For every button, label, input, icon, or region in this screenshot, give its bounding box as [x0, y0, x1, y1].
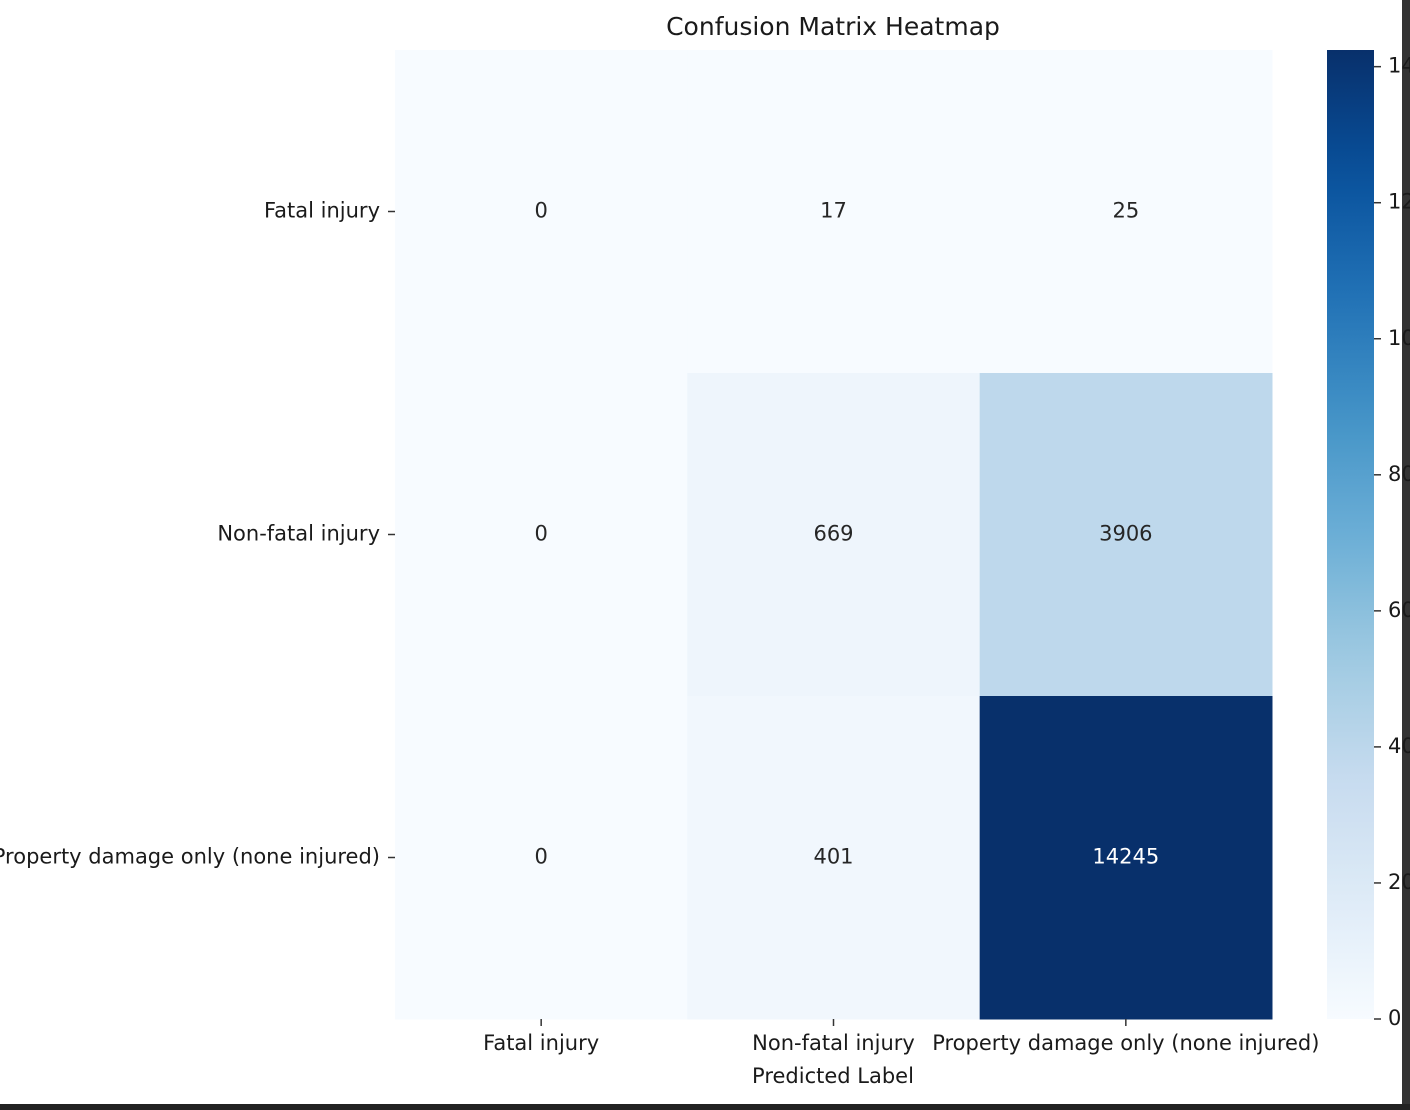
chart-title: Confusion Matrix Heatmap: [666, 12, 1000, 41]
colorbar-tick-label: 12000: [1388, 190, 1410, 214]
cell-label: 25: [1112, 199, 1139, 223]
x-tick-label: Property damage only (none injured): [932, 1031, 1319, 1055]
cell-label: 401: [813, 845, 853, 869]
colorbar-tick-label: 0: [1388, 1006, 1401, 1030]
cell-label: 0: [534, 522, 547, 546]
heatmap-cell: [395, 50, 688, 374]
window-edge: [0, 1104, 1410, 1110]
x-axis-title: Predicted Label: [752, 1064, 914, 1088]
y-tick-label: Property damage only (none injured): [0, 845, 380, 869]
cell-label: 0: [534, 845, 547, 869]
colorbar-tick-label: 10000: [1388, 326, 1410, 350]
y-tick-label: Non-fatal injury: [217, 522, 380, 546]
cell-label: 0: [534, 199, 547, 223]
heatmap-cell: [687, 50, 981, 374]
cell-label: 3906: [1099, 522, 1152, 546]
heatmap-cell: [395, 696, 688, 1020]
heatmap-cell: [395, 373, 688, 697]
x-tick-label: Non-fatal injury: [752, 1031, 915, 1055]
colorbar: [1327, 50, 1374, 1019]
cell-label: 14245: [1092, 845, 1159, 869]
heatmap-cell: [979, 696, 1273, 1020]
window-edge: [1402, 0, 1410, 1104]
colorbar-tick-label: 8000: [1388, 462, 1410, 486]
heatmap-cell: [687, 696, 981, 1020]
heatmap-cell: [687, 373, 981, 697]
colorbar-tick-label: 14000: [1388, 54, 1410, 78]
heatmap-cell: [979, 373, 1273, 697]
heatmap-cell: [979, 50, 1273, 374]
cell-label: 669: [813, 522, 853, 546]
colorbar-tick-label: 2000: [1388, 870, 1410, 894]
x-tick-label: Fatal injury: [483, 1031, 599, 1055]
colorbar-tick-label: 6000: [1388, 598, 1410, 622]
y-tick-label: Fatal injury: [264, 199, 380, 223]
colorbar-tick-label: 4000: [1388, 734, 1410, 758]
cell-label: 17: [820, 199, 847, 223]
